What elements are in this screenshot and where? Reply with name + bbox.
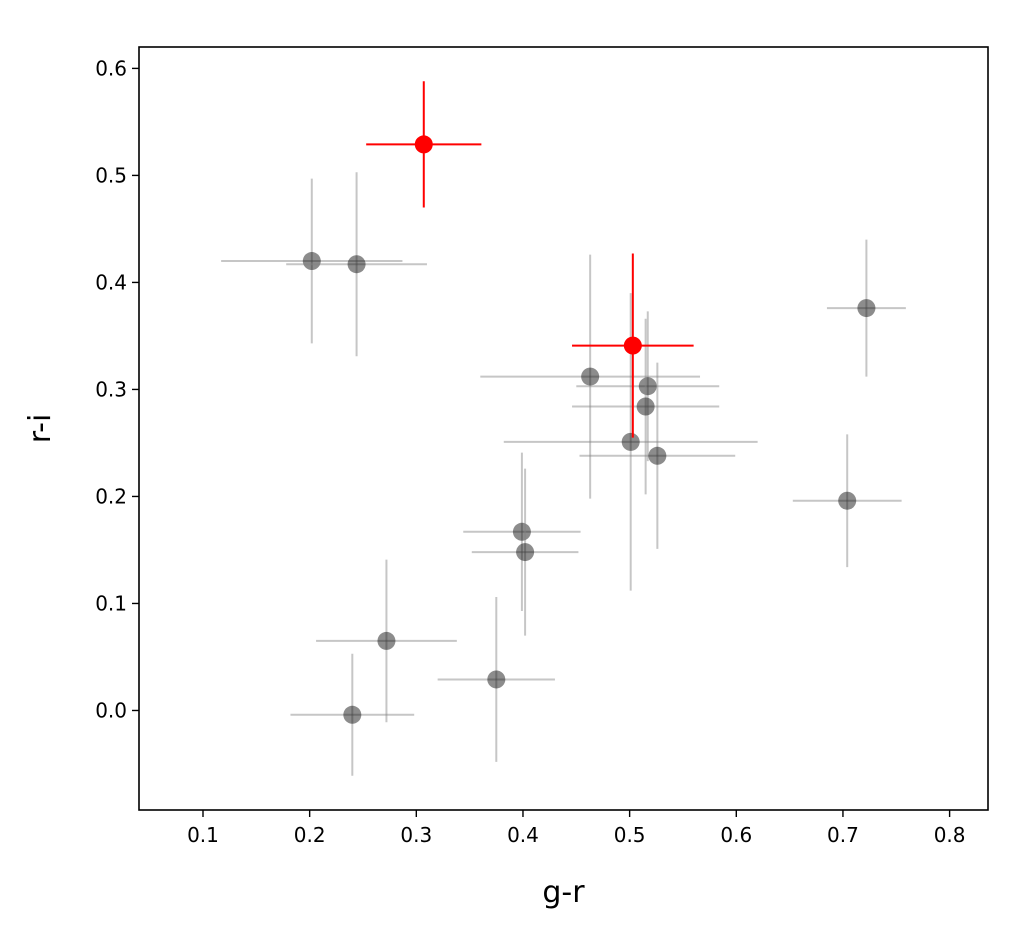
plot-area (221, 81, 906, 776)
x-tick-label: 0.3 (400, 823, 432, 847)
error-bar (463, 452, 581, 611)
data-point (302, 252, 321, 271)
x-tick-label: 0.7 (827, 823, 859, 847)
error-bar (572, 318, 720, 495)
x-axis: 0.1 0.2 0.3 0.4 0.5 0.6 0.7 0.8 (187, 810, 966, 847)
error-bar (437, 597, 555, 762)
x-tick-label: 0.4 (507, 823, 539, 847)
data-point (857, 299, 876, 318)
y-axis-label: r-i (23, 414, 58, 444)
data-point (581, 367, 600, 386)
error-bar (286, 172, 427, 357)
y-tick-label: 0.5 (95, 163, 127, 187)
error-bar (480, 254, 701, 499)
data-point (838, 491, 857, 510)
data-point (638, 377, 657, 396)
y-tick-label: 0.2 (95, 484, 127, 508)
x-tick-label: 0.5 (614, 823, 646, 847)
y-axis: 0.0 0.1 0.2 0.3 0.4 0.5 0.6 (95, 56, 139, 722)
data-point (487, 670, 506, 689)
data-point (347, 255, 366, 274)
data-point (648, 446, 667, 465)
data-point (636, 397, 655, 416)
x-tick-label: 0.2 (294, 823, 326, 847)
x-tick-label: 0.1 (187, 823, 219, 847)
data-point (414, 135, 433, 154)
data-point (621, 432, 640, 451)
data-point (343, 705, 362, 724)
error-bar (316, 559, 457, 723)
data-point (377, 631, 396, 650)
data-point (512, 522, 531, 541)
x-axis-label: g-r (542, 875, 585, 910)
series-red (366, 81, 694, 438)
error-bar (290, 653, 415, 776)
y-tick-label: 0.3 (95, 377, 127, 401)
series-gray (221, 172, 906, 776)
y-tick-label: 0.6 (95, 56, 127, 80)
x-tick-label: 0.6 (720, 823, 752, 847)
plot-frame (138, 46, 989, 811)
error-bar (576, 311, 720, 462)
error-bar (221, 178, 403, 344)
y-tick-label: 0.4 (95, 270, 127, 294)
error-bar (826, 239, 906, 377)
x-tick-label: 0.8 (934, 823, 966, 847)
error-bar (579, 362, 736, 549)
error-bar (471, 468, 579, 636)
y-tick-label: 0.0 (95, 698, 127, 722)
y-tick-label: 0.1 (95, 591, 127, 615)
error-bar (792, 434, 902, 568)
data-point (516, 543, 535, 562)
data-point (623, 336, 642, 355)
